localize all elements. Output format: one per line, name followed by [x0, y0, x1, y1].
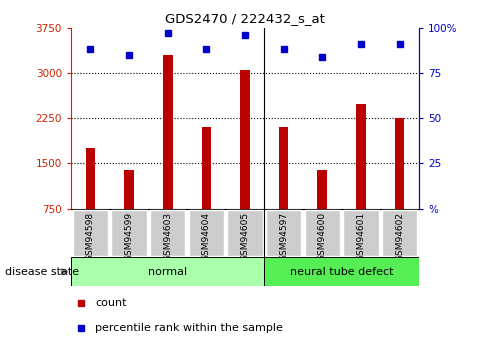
Text: GSM94604: GSM94604: [202, 211, 211, 260]
Text: GSM94601: GSM94601: [356, 211, 366, 261]
FancyBboxPatch shape: [111, 210, 147, 256]
FancyBboxPatch shape: [343, 210, 379, 256]
Bar: [240, 70, 250, 209]
Text: count: count: [96, 298, 127, 308]
Text: percentile rank within the sample: percentile rank within the sample: [96, 323, 283, 333]
Text: neural tube defect: neural tube defect: [290, 267, 393, 277]
FancyBboxPatch shape: [73, 210, 108, 256]
Text: normal: normal: [148, 267, 187, 277]
Text: GSM94599: GSM94599: [124, 211, 134, 261]
Text: GSM94598: GSM94598: [86, 211, 95, 261]
FancyBboxPatch shape: [264, 257, 419, 286]
Bar: [356, 104, 366, 209]
FancyBboxPatch shape: [189, 210, 224, 256]
Bar: [201, 127, 211, 209]
Text: GSM94605: GSM94605: [241, 211, 249, 261]
FancyBboxPatch shape: [227, 210, 263, 256]
Bar: [279, 127, 289, 209]
Text: GSM94597: GSM94597: [279, 211, 288, 261]
FancyBboxPatch shape: [71, 257, 264, 286]
Title: GDS2470 / 222432_s_at: GDS2470 / 222432_s_at: [165, 12, 325, 25]
Text: GSM94603: GSM94603: [163, 211, 172, 261]
FancyBboxPatch shape: [266, 210, 301, 256]
Bar: [318, 170, 327, 209]
FancyBboxPatch shape: [382, 210, 417, 256]
Text: GSM94602: GSM94602: [395, 211, 404, 260]
Bar: [395, 118, 404, 209]
FancyBboxPatch shape: [150, 210, 186, 256]
Text: disease state: disease state: [5, 267, 79, 277]
Text: GSM94600: GSM94600: [318, 211, 327, 261]
FancyBboxPatch shape: [304, 210, 340, 256]
Bar: [86, 148, 95, 209]
Bar: [163, 55, 172, 209]
Bar: [124, 170, 134, 209]
